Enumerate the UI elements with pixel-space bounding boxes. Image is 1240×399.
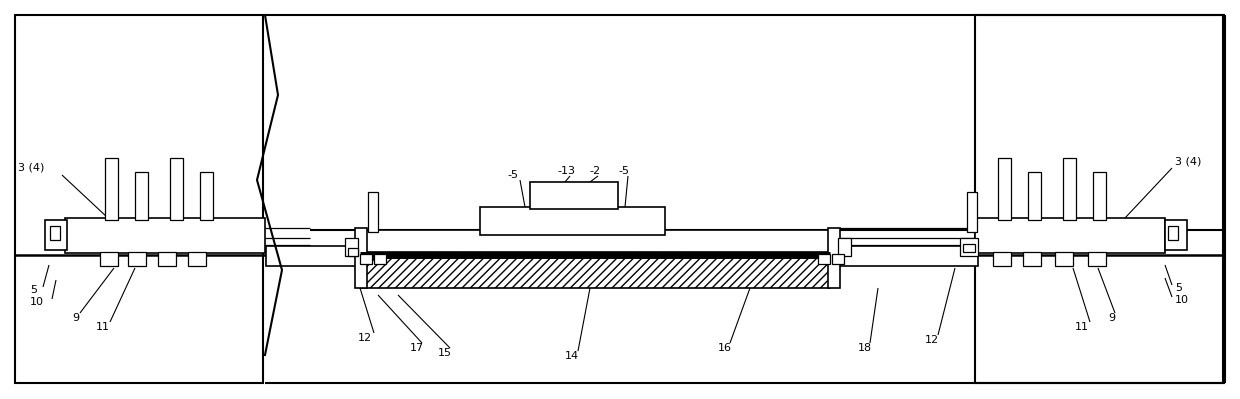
Text: 11: 11 [95,322,110,332]
Text: 17: 17 [410,343,424,353]
Text: 11: 11 [1075,322,1089,332]
Text: 14: 14 [565,351,579,361]
Bar [345,238,358,256]
Bar [1092,172,1106,220]
Text: 16: 16 [718,343,732,353]
Bar [839,246,978,266]
Bar [975,218,1166,253]
Bar [360,254,372,264]
Bar [355,228,367,288]
Bar [1028,172,1042,220]
Text: 5: 5 [30,285,37,295]
Bar [828,228,839,288]
Bar [529,182,618,209]
Bar [818,254,830,264]
Bar [135,172,148,220]
Text: 3 (4): 3 (4) [19,163,45,173]
Bar [963,244,975,252]
Bar [1063,158,1076,220]
Bar [360,250,830,288]
Bar [1166,220,1187,250]
Bar [200,172,213,220]
Bar [832,254,844,264]
Text: 9: 9 [1109,313,1115,323]
Text: 5: 5 [1176,283,1182,293]
Bar [975,15,1223,383]
Bar [360,230,830,252]
Text: 12: 12 [358,333,372,343]
Bar [128,252,146,266]
Bar [998,158,1011,220]
Bar [348,248,358,256]
Bar [838,238,851,256]
Bar [50,226,60,240]
Bar [157,252,176,266]
Text: -5: -5 [618,166,629,176]
Bar [1023,252,1042,266]
Bar [45,220,67,250]
Bar [1055,252,1073,266]
Text: 12: 12 [925,335,939,345]
Bar [967,192,977,232]
Text: 9: 9 [72,313,79,323]
Text: -5: -5 [507,170,518,180]
Text: 10: 10 [1176,295,1189,305]
Text: 3 (4): 3 (4) [1176,157,1202,167]
Text: 15: 15 [438,348,453,358]
Text: 18: 18 [858,343,872,353]
Text: 10: 10 [30,297,43,307]
Bar [267,246,358,266]
Bar [188,252,206,266]
Text: -2: -2 [589,166,600,176]
Bar [105,158,118,220]
Bar [1168,226,1178,240]
Text: -13: -13 [557,166,575,176]
Bar [15,15,263,383]
Bar [374,254,386,264]
Bar [480,207,665,235]
Bar [170,158,184,220]
Bar [993,252,1011,266]
Bar [64,218,265,253]
Bar [368,192,378,232]
Bar [100,252,118,266]
Bar [1087,252,1106,266]
Bar [960,238,978,256]
